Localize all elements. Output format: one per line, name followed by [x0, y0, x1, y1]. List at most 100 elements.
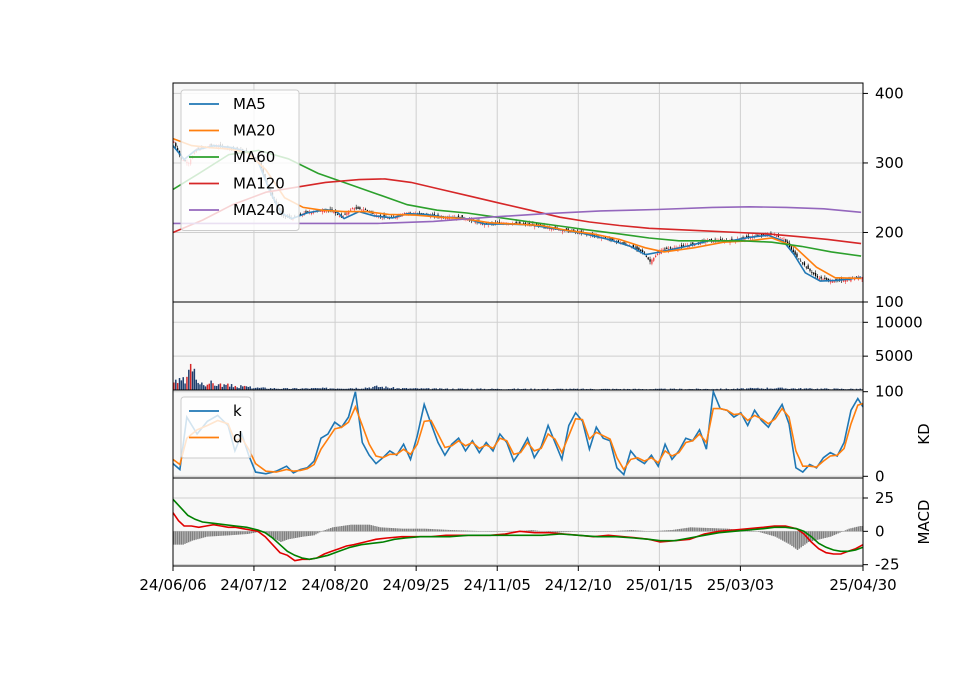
macd-histogram-bar [376, 526, 377, 531]
macd-histogram-bar [845, 530, 846, 531]
candle-body [806, 267, 807, 268]
macd-histogram-bar [413, 529, 414, 532]
macd-histogram-bar [437, 529, 438, 531]
macd-histogram-bar [249, 531, 250, 533]
volume-bar [175, 380, 176, 390]
candle-body [339, 216, 340, 217]
macd-histogram-bar [568, 531, 569, 532]
macd-histogram-bar [319, 531, 320, 532]
macd-histogram-bar [836, 531, 837, 534]
macd-histogram-bar [337, 527, 338, 532]
kd-y-axis-label: KD [915, 423, 933, 444]
macd-histogram-bar [221, 531, 222, 535]
legend-label-ma120: MA120 [233, 175, 285, 193]
candle-body [815, 273, 816, 276]
macd-histogram-bar [531, 530, 532, 531]
macd-histogram-bar [407, 529, 408, 532]
candle-body [802, 263, 803, 264]
macd-histogram-bar [395, 528, 396, 531]
macd-histogram-bar [336, 527, 337, 532]
macd-histogram-bar [771, 531, 772, 535]
candle-body [387, 218, 388, 219]
legend-label-ma240: MA240 [233, 201, 285, 219]
candle-body [804, 262, 805, 265]
macd-histogram-bar [247, 531, 248, 534]
macd-histogram-bar [627, 530, 628, 531]
candle-body [649, 259, 650, 261]
macd-histogram-bar [769, 531, 770, 535]
macd-histogram-bar [699, 528, 700, 532]
macd-histogram-bar [315, 531, 316, 534]
macd-histogram-bar [472, 531, 473, 532]
candle-body [780, 238, 781, 239]
candle-body [346, 213, 347, 215]
macd-histogram-bar [797, 531, 798, 550]
macd-histogram-bar [431, 529, 432, 531]
macd-histogram-bar [324, 530, 325, 531]
macd-histogram-bar [636, 530, 637, 531]
macd-histogram-bar [832, 531, 833, 536]
candle-body [817, 276, 818, 278]
macd-histogram-bar [688, 528, 689, 532]
macd-histogram-bar [634, 530, 635, 531]
candle-body [798, 259, 799, 260]
macd-histogram-bar [682, 528, 683, 531]
macd-histogram-bar [697, 528, 698, 532]
volume-bar [207, 385, 208, 390]
macd-histogram-bar [764, 531, 765, 533]
macd-histogram-bar [328, 529, 329, 532]
macd-histogram-bar [404, 529, 405, 532]
volume-bar [194, 369, 195, 390]
macd-histogram-bar [775, 531, 776, 536]
macd-histogram-bar [371, 525, 372, 531]
candle-body [653, 258, 654, 261]
candle-body [646, 256, 647, 257]
macd-histogram-bar [465, 531, 466, 532]
macd-histogram-bar [424, 529, 425, 532]
macd-histogram-bar [393, 528, 394, 531]
macd-histogram-bar [193, 531, 194, 540]
y-tick-label: 0 [875, 522, 885, 540]
volume-bar [196, 380, 197, 390]
macd-histogram-bar [660, 531, 661, 532]
macd-histogram-bar [419, 529, 420, 532]
macd-y-axis-label: MACD [915, 500, 933, 545]
x-tick-label: 24/11/05 [464, 576, 531, 594]
macd-histogram-bar [450, 530, 451, 531]
candle-body [350, 210, 351, 211]
macd-histogram-bar [223, 531, 224, 535]
macd-histogram-bar [203, 531, 204, 537]
legend-label-ma5: MA5 [233, 95, 266, 113]
macd-histogram-bar [561, 531, 562, 532]
macd-histogram-bar [706, 528, 707, 531]
macd-histogram-bar [229, 531, 230, 535]
macd-histogram-bar [177, 531, 178, 544]
macd-histogram-bar [841, 531, 842, 532]
macd-histogram-bar [629, 530, 630, 531]
macd-histogram-bar [760, 531, 761, 532]
volume-bar [244, 386, 245, 390]
candle-body [664, 249, 665, 250]
y-tick-label: 100 [875, 293, 904, 311]
candle-body [783, 239, 784, 240]
macd-histogram-bar [175, 531, 176, 544]
x-tick-label: 24/07/12 [220, 576, 287, 594]
macd-histogram-bar [398, 528, 399, 531]
macd-histogram-bar [824, 531, 825, 538]
macd-histogram-bar [847, 529, 848, 531]
volume-bar [205, 386, 206, 390]
macd-histogram-bar [190, 531, 191, 541]
macd-histogram-bar [690, 527, 691, 531]
macd-histogram-bar [380, 527, 381, 531]
macd-histogram-bar [459, 530, 460, 531]
macd-histogram-bar [795, 531, 796, 548]
macd-histogram-bar [184, 531, 185, 544]
macd-histogram-bar [457, 530, 458, 531]
x-tick-label: 24/09/25 [382, 576, 449, 594]
macd-histogram-bar [559, 531, 560, 532]
macd-histogram-bar [385, 528, 386, 532]
candle-body [365, 209, 366, 210]
macd-histogram-bar [765, 531, 766, 534]
macd-histogram-bar [454, 530, 455, 531]
